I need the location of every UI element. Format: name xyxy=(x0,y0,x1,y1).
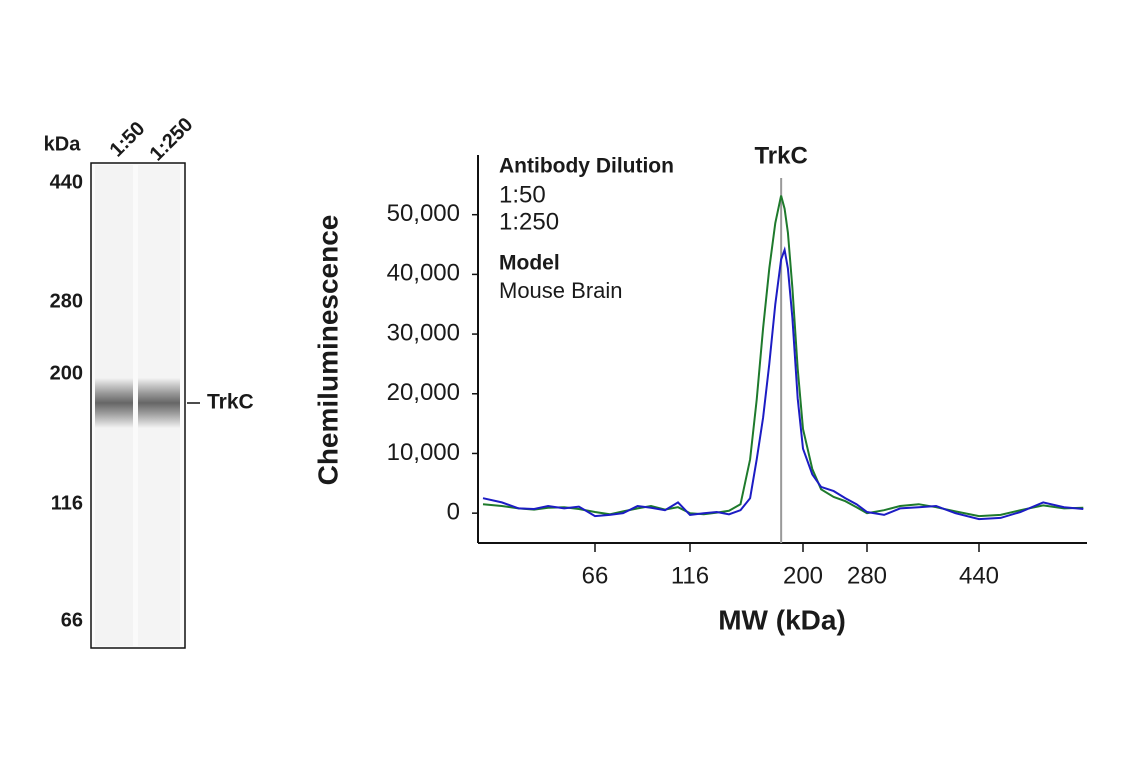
band xyxy=(95,378,133,428)
marker-label: 116 xyxy=(51,492,83,514)
legend-title: Antibody Dilution xyxy=(499,155,674,178)
unit-label: kDa xyxy=(44,133,82,155)
y-tick-label: 20,000 xyxy=(387,379,460,406)
band-label: TrkC xyxy=(207,391,254,414)
band xyxy=(138,378,180,428)
lane-label: 1:50 xyxy=(106,118,150,162)
annotation-label: TrkC xyxy=(754,142,807,169)
x-tick-label: 66 xyxy=(582,562,609,589)
x-tick-label: 440 xyxy=(959,562,999,589)
model-title: Model xyxy=(499,252,560,275)
y-tick-label: 0 xyxy=(447,498,460,525)
model-name: Mouse Brain xyxy=(499,278,623,303)
marker-label: 280 xyxy=(50,290,83,312)
y-tick-label: 30,000 xyxy=(387,319,460,346)
legend-entry: 1:250 xyxy=(499,208,559,235)
y-axis-title: Chemiluminescence xyxy=(312,215,343,486)
marker-label: 440 xyxy=(50,171,83,193)
marker-label: 66 xyxy=(61,609,83,631)
x-tick-label: 116 xyxy=(671,562,709,589)
legend-entry: 1:50 xyxy=(499,181,546,208)
y-tick-label: 40,000 xyxy=(387,260,460,287)
y-tick-label: 50,000 xyxy=(387,200,460,227)
x-axis-title: MW (kDa) xyxy=(718,604,846,635)
x-tick-label: 280 xyxy=(847,562,887,589)
series-line xyxy=(482,195,1084,518)
lane-label: 1:250 xyxy=(146,114,198,166)
y-tick-label: 10,000 xyxy=(387,439,460,466)
gel: TrkC kDa 1:501:250 440 280 200 116 66 xyxy=(44,114,254,649)
plot: Antibody Dilution Model Mouse Brain MW (… xyxy=(312,142,1087,635)
series-line xyxy=(482,246,1084,521)
marker-label: 200 xyxy=(50,362,83,384)
x-tick-label: 200 xyxy=(783,562,823,589)
